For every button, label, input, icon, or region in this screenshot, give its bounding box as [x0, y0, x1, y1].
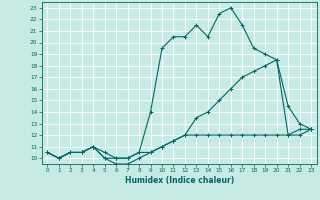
X-axis label: Humidex (Indice chaleur): Humidex (Indice chaleur) — [124, 176, 234, 185]
